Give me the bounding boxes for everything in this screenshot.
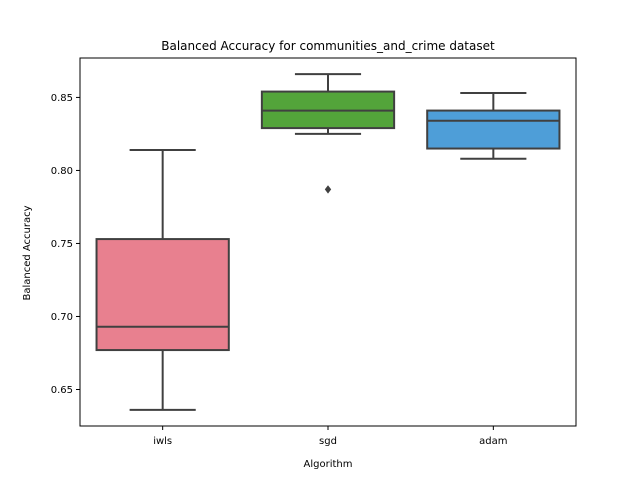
x-axis-label: Algorithm [304,459,353,470]
x-tick-label: sgd [319,436,337,447]
y-tick-label: 0.80 [51,166,73,177]
y-tick-label: 0.75 [51,239,73,250]
x-axis: iwls sgd adam [153,426,508,447]
box-sgd [260,73,396,194]
chart-title: Balanced Accuracy for communities_and_cr… [161,39,495,53]
x-tick-label: adam [479,436,507,447]
y-axis: 0.65 0.70 0.75 0.80 0.85 [51,93,80,396]
x-tick-label: iwls [153,436,172,447]
plot-frame [79,57,577,427]
y-tick-label: 0.65 [51,385,73,396]
plot-area [95,73,561,411]
y-axis-label: Balanced Accuracy [22,205,33,300]
box-iwls [95,149,230,411]
y-tick-label: 0.70 [51,312,73,323]
outlier-point [324,185,332,194]
box-adam [426,92,561,160]
box-iqr [426,109,561,150]
box-iqr [95,238,230,352]
y-tick-label: 0.85 [51,93,73,104]
